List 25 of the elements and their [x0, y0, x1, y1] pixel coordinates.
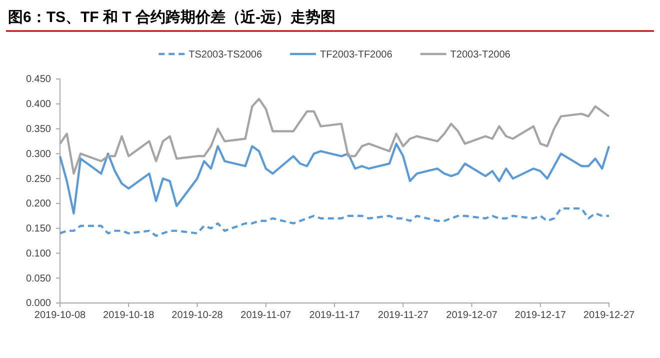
x-tick-label: 2019-10-28: [172, 310, 224, 321]
y-tick-label: 0.250: [26, 174, 52, 185]
y-tick-label: 0.300: [26, 148, 52, 160]
x-tick-label: 2019-12-07: [446, 310, 498, 321]
y-tick-label: 0.400: [26, 99, 52, 110]
y-tick-label: 0.150: [26, 224, 52, 235]
x-tick-label: 2019-12-17: [514, 310, 566, 321]
x-tick-label: 2019-11-27: [378, 310, 429, 321]
line-series: [58, 207, 610, 237]
x-tick-label: 2019-11-07: [240, 310, 292, 321]
y-tick-label: 0.350: [26, 124, 52, 135]
legend-label: TS2003-TS2006: [188, 50, 262, 60]
line-series: [58, 142, 610, 214]
x-tick-label: 2019-11-17: [309, 310, 360, 321]
x-tick-label: 2019-10-18: [103, 310, 155, 321]
chart-title: 图6：TS、TF 和 T 合约跨期价差（近-远）走势图: [8, 9, 336, 26]
y-tick-label: 0.450: [26, 74, 52, 86]
legend-label: T2003-T2006: [450, 50, 511, 60]
y-tick-label: 0.100: [26, 248, 52, 260]
x-tick-label: 2019-10-08: [34, 310, 86, 321]
y-tick-label: 0.200: [26, 198, 52, 210]
y-tick-label: 0.000: [26, 298, 52, 310]
y-tick-label: 0.050: [26, 273, 52, 284]
x-tick-label: 2019-12-27: [583, 310, 636, 321]
legend-label: TF2003-TF2006: [320, 50, 393, 60]
